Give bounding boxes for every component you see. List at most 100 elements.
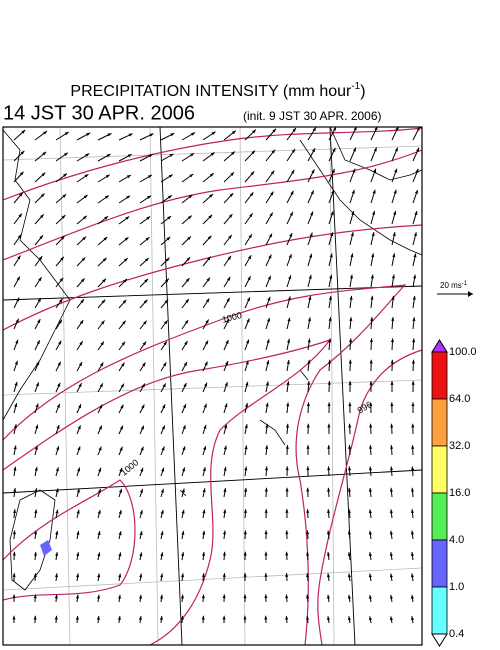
wind-arrow-head	[222, 573, 226, 577]
wind-arrow-head	[120, 404, 124, 409]
isobar	[317, 349, 423, 646]
wind-arrow-head	[128, 133, 133, 137]
coast-japan	[299, 139, 423, 256]
wind-arrow-head	[78, 383, 82, 388]
isobar	[2, 224, 423, 331]
wind-arrow-head	[349, 295, 353, 300]
wind-arrow-head	[411, 466, 415, 471]
wind-arrow-head	[264, 530, 268, 535]
wind-arrow-head	[167, 195, 172, 199]
wind-arrow-head	[122, 299, 127, 304]
wind-arrow-head	[181, 509, 185, 514]
wind-arrow-head	[191, 132, 196, 136]
wind-arrow-head	[142, 362, 146, 367]
wind-arrow-head	[347, 530, 351, 535]
wind-arrow-head	[187, 236, 191, 241]
wind-arrow-head	[285, 445, 289, 449]
wind-arrow-head	[243, 573, 247, 577]
wind-arrow-head	[97, 531, 101, 536]
isobar	[2, 149, 423, 261]
wind-arrow-head	[57, 361, 61, 366]
wind-arrow-head	[246, 297, 250, 302]
wind-arrow-head	[209, 173, 214, 177]
wind-arrow-head	[208, 214, 213, 219]
wind-arrow-head	[75, 615, 79, 620]
wind-arrow-head	[144, 278, 148, 283]
wind-arrow-head	[119, 425, 123, 430]
wind-arrow-head	[180, 615, 184, 620]
wind-arrow-head	[99, 383, 103, 388]
wind-arrow-head	[308, 296, 312, 301]
wind-arrow-head	[12, 509, 17, 514]
wind-arrow-head	[185, 299, 189, 303]
wind-arrow-head	[189, 173, 194, 178]
wind-arrow-head	[54, 594, 58, 599]
wind-arrow-head	[188, 194, 193, 199]
wind-arrow-head	[307, 381, 311, 385]
wind-arrow-head	[160, 488, 164, 493]
wind-arrow-head	[225, 318, 230, 323]
wind-arrow-head	[202, 530, 206, 535]
wind-arrow-head	[287, 296, 291, 301]
wind-arrow-head	[123, 278, 128, 283]
wind-arrow-head	[285, 615, 289, 620]
wind-arrow-head	[243, 551, 247, 556]
wind-arrow-head	[368, 616, 372, 621]
wind-arrow-head	[99, 404, 103, 409]
wind-arrow-head	[243, 530, 247, 535]
wind-arrow-head	[63, 173, 67, 178]
wind-arrow-head	[416, 126, 420, 131]
wind-arrow-head	[306, 530, 310, 535]
wind-arrow-head	[55, 509, 59, 514]
wind-arrow-head	[390, 359, 394, 364]
wind-arrow-head	[147, 174, 152, 179]
wind-arrow-head	[35, 424, 39, 429]
wind-arrow-head	[160, 531, 164, 536]
wind-arrow-head	[306, 616, 310, 620]
wind-arrow-head	[143, 299, 148, 304]
wind-arrow-head	[347, 509, 351, 514]
wind-arrow-head	[210, 152, 215, 156]
wind-arrow-head	[13, 466, 17, 471]
wind-arrow-head	[180, 594, 184, 599]
wind-arrow-head	[38, 277, 42, 282]
wind-arrow-head	[413, 253, 417, 258]
wind-arrow-head	[224, 403, 228, 408]
wind-arrow-head	[97, 573, 101, 578]
wind-arrow-head	[183, 361, 187, 366]
wind-arrow-head	[163, 362, 167, 367]
wind-arrow-head	[329, 274, 333, 279]
wind-arrow-head	[369, 338, 373, 343]
wind-arrow-head	[58, 340, 62, 345]
wind-arrow-head	[330, 211, 334, 216]
wind-arrow-head	[140, 425, 144, 430]
wind-arrow-head	[33, 615, 37, 620]
wind-arrow-head	[285, 594, 289, 599]
wind-arrow-head	[13, 424, 17, 429]
wind-arrow-head	[328, 338, 332, 343]
wind-arrow-head	[33, 573, 37, 577]
wind-arrow-head	[228, 234, 232, 239]
wind-arrow-head	[413, 232, 417, 237]
wind-arrow-head	[224, 424, 228, 429]
wind-arrow-head	[20, 150, 25, 155]
wind-arrow-head	[271, 149, 276, 154]
wind-arrow-head	[393, 189, 397, 194]
wind-arrow-head	[291, 169, 295, 174]
wind-arrow-head	[286, 359, 290, 364]
colorbar-label: 0.4	[449, 628, 464, 640]
wind-arrow-head	[390, 445, 394, 449]
wind-arrow-head	[183, 383, 187, 388]
wind-arrow-head	[311, 169, 315, 174]
wind-arrow-head	[247, 255, 252, 260]
wind-arrow-head	[139, 552, 143, 557]
wind-arrow-head	[312, 127, 316, 132]
wind-arrow-head	[222, 594, 226, 599]
wind-arrow-head	[286, 381, 290, 386]
wind-arrow-head	[391, 317, 395, 321]
wind-arrow-head	[244, 445, 248, 450]
wind-arrow-head	[350, 253, 354, 258]
wind-arrow-head	[36, 361, 40, 366]
wind-arrow-head	[389, 616, 393, 621]
wind-arrow-head	[373, 168, 377, 173]
